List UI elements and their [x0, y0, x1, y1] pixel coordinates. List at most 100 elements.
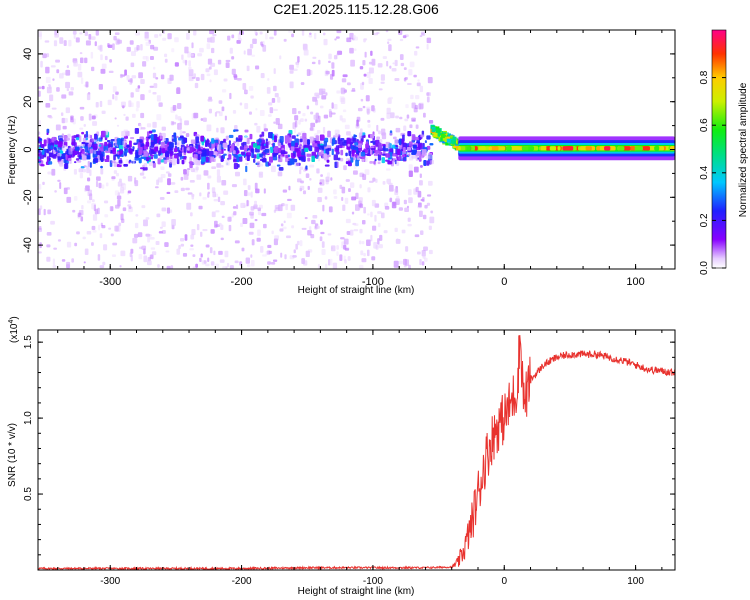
spectrogram-cell	[379, 234, 383, 241]
spectrogram-cell	[446, 136, 451, 141]
spectrogram-cell	[146, 260, 152, 266]
spectrogram-cell	[143, 248, 146, 255]
spectrogram-cell	[57, 150, 60, 154]
spectrogram-cell	[145, 41, 150, 46]
spectrogram-cell	[122, 207, 127, 212]
spectrogram-cell	[449, 135, 454, 140]
spectrogram-cell	[301, 227, 307, 230]
spectrogram-cell	[50, 145, 54, 150]
spectrogram-cell	[221, 215, 225, 219]
spectrogram-cell	[207, 193, 210, 198]
spectrogram-cell	[46, 244, 51, 248]
spectrogram-cell	[161, 221, 166, 227]
spectrogram-cell	[337, 157, 341, 161]
spectrogram-cell	[121, 105, 125, 109]
spectrogram-cell	[410, 94, 414, 100]
spectrogram-cell	[120, 150, 123, 154]
spectrogram-cell	[415, 136, 420, 141]
spectrogram-cell	[401, 229, 406, 234]
spectrogram-cell	[323, 153, 327, 160]
spectrogram-cell	[357, 107, 363, 112]
spectrogram-cell	[187, 192, 193, 195]
spectrogram-cell	[38, 138, 42, 141]
spectrogram-cell	[317, 156, 320, 162]
spectrogram-cell	[557, 146, 561, 151]
spectrogram-cell	[39, 141, 42, 145]
colorbar-tick-label: 0.4	[699, 165, 710, 179]
spectrogram-cell	[250, 191, 253, 198]
spectrogram-cell	[412, 144, 417, 149]
spectrogram-cell	[361, 241, 365, 245]
spectrogram-cell	[395, 127, 401, 133]
spectrogram-cell	[110, 160, 116, 164]
spectrogram-cell	[263, 223, 267, 229]
spectrogram-cell	[362, 173, 367, 180]
spectrogram-cell	[118, 160, 123, 164]
spectrogram-cell	[317, 263, 320, 269]
spectrogram-cell	[394, 188, 399, 196]
spectrogram-cell	[311, 155, 315, 163]
spectrogram-cell	[343, 165, 347, 171]
spectrogram-cell	[93, 158, 99, 163]
spectrogram-cell	[104, 214, 109, 218]
spectrogram-cell	[424, 204, 428, 209]
spectrogram-cell	[237, 77, 242, 81]
spectrogram-cell	[496, 146, 506, 151]
spectrogram-cell	[237, 163, 240, 168]
spectrogram-cell	[57, 239, 61, 242]
spectrogram-cell	[273, 68, 276, 74]
spectrogram-cell	[110, 233, 114, 237]
spectrogram-cell	[355, 204, 360, 211]
spectrogram-cell	[211, 166, 217, 169]
spectrogram-cell	[424, 257, 428, 262]
spectrogram-cell	[333, 104, 338, 110]
spectrogram-cell	[63, 187, 68, 195]
spectrogram-cell	[396, 195, 400, 200]
spectrogram-cell	[182, 131, 186, 134]
spectrogram-cell	[192, 254, 196, 258]
spectrogram-cell	[357, 140, 363, 144]
spectrogram-cell	[370, 140, 374, 143]
spectrogram-cell	[114, 225, 119, 232]
spectrogram-cell	[386, 60, 389, 67]
spectrogram-cell	[387, 41, 390, 45]
spectrogram-cell	[368, 180, 374, 183]
spectrogram-cell	[406, 146, 411, 151]
spectrogram-cell	[362, 105, 366, 109]
spectrogram-cell	[359, 264, 364, 269]
spectrogram-cell	[307, 157, 311, 162]
spectrogram-cell	[339, 139, 343, 146]
spectrogram-cell	[402, 147, 406, 153]
spectrogram-cell	[135, 107, 139, 112]
spectrogram-cell	[289, 64, 294, 70]
spectrogram-cell	[399, 38, 404, 42]
spectrogram-cell	[101, 130, 106, 138]
spectrogram-cell	[291, 225, 295, 229]
spectrogram-cell	[348, 150, 352, 156]
spectrogram-cell	[207, 98, 213, 102]
spectrogram-cell	[152, 92, 157, 95]
spectrogram-cell	[378, 130, 381, 135]
spectrogram-cell	[164, 58, 168, 63]
spectrogram-cell	[190, 212, 193, 217]
spectrogram-cell	[427, 76, 433, 84]
spectrogram-cell	[140, 78, 145, 85]
spectrogram-cell	[360, 152, 366, 157]
spectrogram-cell	[245, 257, 250, 264]
spectrogram-cell	[601, 146, 605, 151]
spectrogram-cell	[150, 134, 154, 141]
spectrogram-cell	[369, 160, 374, 164]
spectrogram-cell	[46, 132, 49, 136]
spectrogram-cell	[299, 169, 302, 175]
spectrogram-cell	[411, 134, 416, 141]
spectrogram-cell	[376, 124, 379, 132]
spectrogram-cell	[101, 110, 106, 114]
spectrogram-cell	[128, 148, 132, 154]
spectrogram-cell	[368, 77, 373, 84]
spectrogram-cell	[117, 199, 121, 207]
spectrogram-cell	[377, 63, 383, 68]
spectrogram-cell	[123, 164, 128, 167]
spectrogram-cell	[214, 220, 218, 228]
spectrogram-cell	[319, 105, 324, 109]
spectrogram-cell	[333, 154, 338, 161]
